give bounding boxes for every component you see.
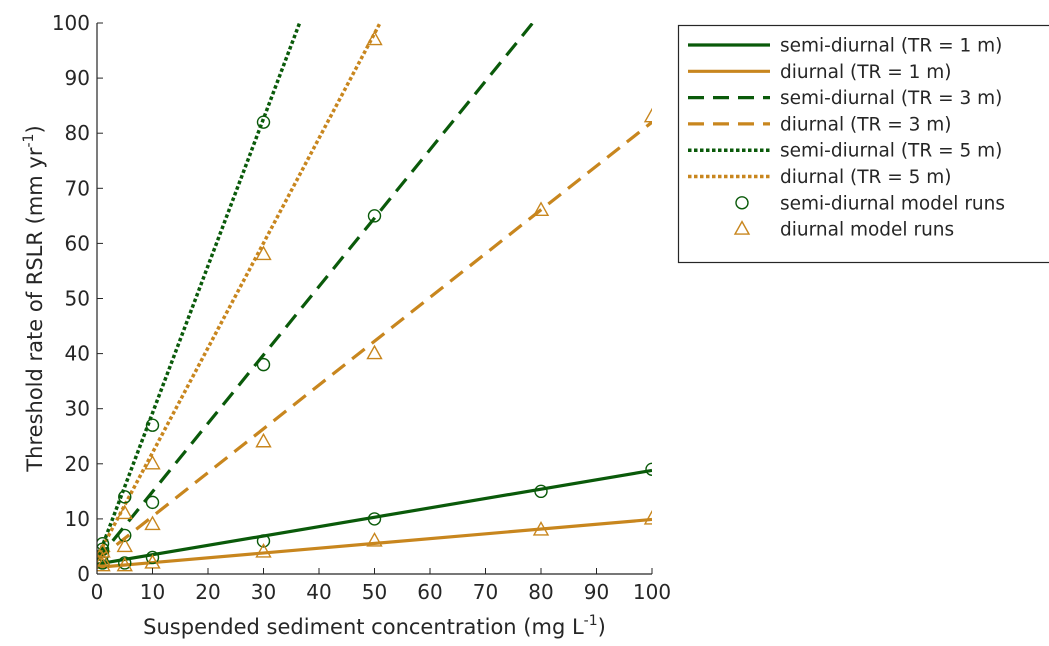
x-tick-label-0: 0	[91, 580, 104, 604]
data-point-7-8	[146, 456, 160, 469]
legend: semi-diurnal (TR = 1 m) diurnal (TR = 1 m…	[679, 26, 1049, 263]
y-tick-label-3: 30	[65, 397, 90, 421]
x-tick-label-9: 90	[584, 580, 609, 604]
y-tick-label-6: 60	[65, 231, 90, 255]
y-tick-label-10: 100	[52, 11, 90, 35]
legend-label-4: semi-diurnal (TR = 5 m)	[780, 141, 1002, 162]
plot-area	[96, 23, 659, 571]
series-line-0	[97, 470, 652, 564]
x-tick-label-8: 80	[528, 580, 553, 604]
data-point-7-17	[645, 511, 659, 524]
x-tick-label-3: 30	[251, 580, 276, 604]
y-axis-label: Threshold rate of RSLR (mm yr-1)	[21, 125, 47, 472]
x-tick-label-10: 100	[633, 580, 671, 604]
series-line-2	[97, 23, 533, 560]
data-point-7-10	[257, 434, 271, 447]
x-axis-label-main: Suspended sediment concentration (mg L	[143, 615, 584, 639]
y-axis-label-tail: )	[23, 125, 47, 133]
legend-label-6: semi-diurnal model runs	[780, 193, 1005, 214]
x-tick-label-4: 40	[306, 580, 331, 604]
data-point-7-18	[645, 109, 659, 122]
series-line-1	[97, 519, 652, 567]
x-tick-label-6: 60	[417, 580, 442, 604]
data-point-6-11	[258, 359, 270, 371]
legend-label-5: diurnal (TR = 5 m)	[780, 167, 952, 188]
x-tick-label-2: 20	[195, 580, 220, 604]
y-tick-label-2: 20	[65, 452, 90, 476]
x-axis-label-tail: )	[598, 615, 606, 639]
x-tick-label-7: 70	[473, 580, 498, 604]
y-axis-label-sup: -1	[21, 134, 37, 148]
x-axis-label-sup: -1	[584, 613, 598, 629]
data-point-6-8	[147, 496, 159, 508]
y-tick-label-4: 40	[65, 342, 90, 366]
y-tick-label-1: 10	[65, 507, 90, 531]
legend-label-1: diurnal (TR = 1 m)	[780, 62, 952, 83]
legend-label-2: semi-diurnal (TR = 3 m)	[780, 88, 1002, 109]
series-line-5	[97, 23, 380, 557]
y-tick-label-0: 0	[77, 562, 90, 586]
x-tick-label-5: 50	[362, 580, 387, 604]
y-axis-label-main: Threshold rate of RSLR (mm yr	[23, 147, 47, 473]
y-tick-label-8: 80	[65, 121, 90, 145]
data-point-7-13	[368, 346, 382, 359]
y-tick-label-5: 50	[65, 287, 90, 311]
y-tick-label-7: 70	[65, 176, 90, 200]
x-axis-label: Suspended sediment concentration (mg L-1…	[143, 613, 606, 639]
legend-label-3: diurnal (TR = 3 m)	[780, 114, 952, 135]
legend-label-0: semi-diurnal (TR = 1 m)	[780, 36, 1002, 57]
data-point-6-16	[646, 463, 658, 475]
legend-label-7: diurnal model runs	[780, 220, 954, 241]
y-tick-label-9: 90	[65, 66, 90, 90]
x-tick-label-1: 10	[140, 580, 165, 604]
